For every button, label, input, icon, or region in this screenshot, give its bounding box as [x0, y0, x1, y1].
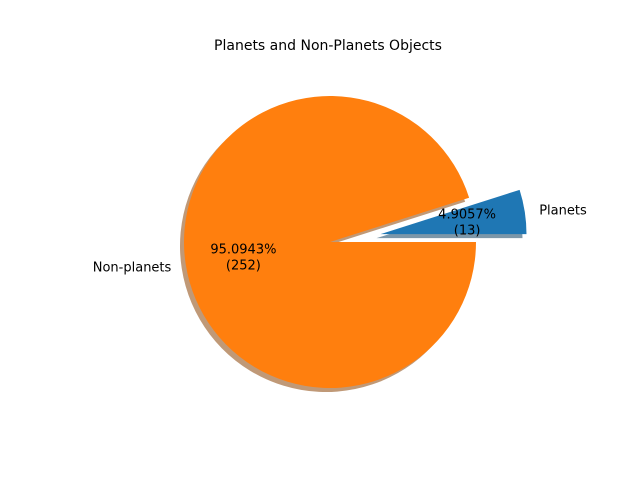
percent-label-planets: 4.9057%	[438, 208, 496, 223]
slice-label-non-planets: Non-planets	[93, 261, 172, 276]
count-label-planets: (13)	[454, 224, 481, 239]
pie-slice-planets	[380, 189, 527, 235]
slice-label-planets: Planets	[539, 204, 587, 219]
count-label-non-planets: (252)	[226, 258, 261, 273]
percent-label-non-planets: 95.0943%	[210, 242, 276, 257]
slice-layer	[184, 96, 527, 389]
label-layer: Planets 4.9057%(13) Non-planets 95.0943%(25…	[93, 204, 587, 276]
chart-title: Planets and Non-Planets Objects	[214, 38, 442, 54]
pie-slice-non-planets	[184, 96, 476, 389]
